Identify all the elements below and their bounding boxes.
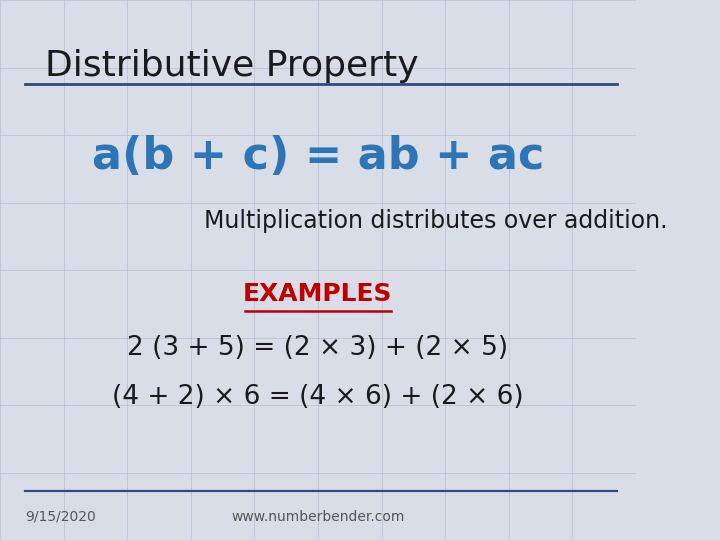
Text: (4 + 2) × 6 = (4 × 6) + (2 × 6): (4 + 2) × 6 = (4 × 6) + (2 × 6) <box>112 384 523 410</box>
Text: EXAMPLES: EXAMPLES <box>243 282 392 306</box>
Text: Distributive Property: Distributive Property <box>45 49 418 83</box>
Text: 9/15/2020: 9/15/2020 <box>25 510 96 524</box>
Text: www.numberbender.com: www.numberbender.com <box>231 510 405 524</box>
Text: 2 (3 + 5) = (2 × 3) + (2 × 5): 2 (3 + 5) = (2 × 3) + (2 × 5) <box>127 335 508 361</box>
Text: a(b + c) = ab + ac: a(b + c) = ab + ac <box>91 135 544 178</box>
Text: Multiplication distributes over addition.: Multiplication distributes over addition… <box>204 210 667 233</box>
